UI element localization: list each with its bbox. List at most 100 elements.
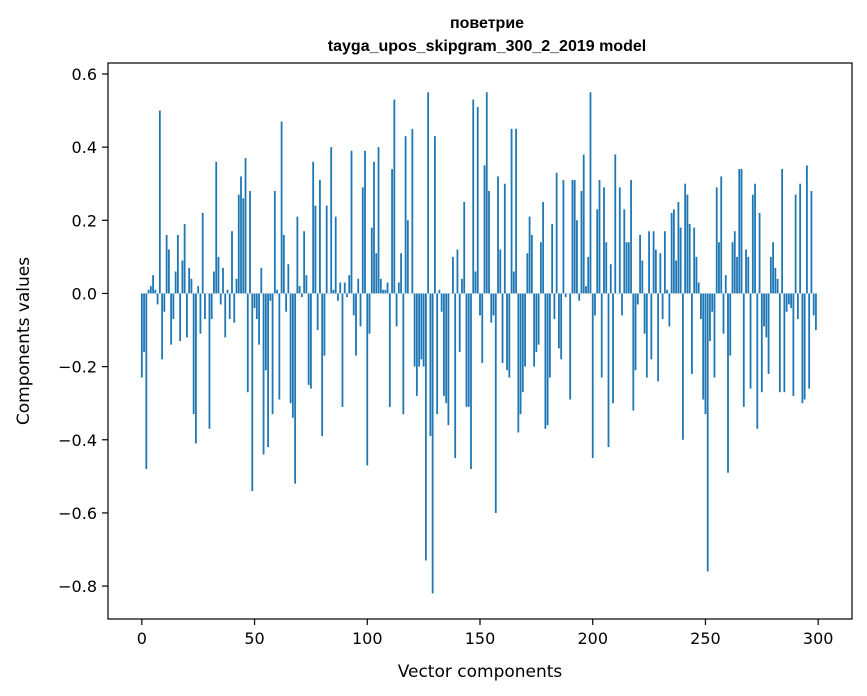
y-tick-label: −0.4	[58, 431, 97, 450]
bar	[208, 293, 211, 429]
bar	[806, 165, 808, 294]
bar	[485, 92, 488, 294]
bar	[402, 293, 405, 415]
bar	[803, 293, 806, 400]
bar	[454, 293, 457, 459]
bar	[174, 271, 177, 294]
bar	[776, 278, 779, 294]
bar	[262, 293, 265, 455]
bar	[143, 293, 145, 352]
bar	[400, 253, 402, 294]
bar	[140, 293, 143, 378]
bar	[314, 205, 317, 294]
bar	[147, 289, 150, 294]
bar	[280, 121, 283, 294]
bar	[492, 293, 495, 316]
bar	[287, 264, 290, 294]
bar	[569, 293, 572, 400]
bar	[424, 293, 427, 561]
bar	[199, 293, 202, 334]
bar	[510, 128, 513, 294]
bar	[686, 194, 689, 294]
bar	[427, 92, 430, 294]
plot-frame	[107, 62, 853, 620]
bar	[253, 293, 256, 309]
bar	[682, 293, 684, 440]
bar	[440, 293, 443, 312]
bar	[490, 293, 493, 323]
bar	[260, 267, 263, 294]
bar	[255, 293, 258, 320]
bar	[740, 169, 743, 294]
x-tick-label: 250	[690, 629, 721, 648]
bar	[330, 147, 333, 294]
bar	[551, 223, 554, 294]
bar	[413, 293, 416, 367]
bar	[474, 271, 477, 294]
bar	[787, 293, 790, 305]
bar	[639, 234, 641, 294]
bar	[152, 275, 154, 294]
bar	[713, 293, 716, 378]
bar	[772, 242, 774, 294]
bar	[758, 212, 761, 294]
bar	[542, 202, 545, 294]
bar	[767, 293, 770, 374]
y-tick-label: −0.2	[58, 358, 97, 377]
bar	[781, 169, 784, 294]
bar	[310, 293, 312, 389]
bar	[161, 293, 164, 360]
bar	[672, 209, 675, 294]
bar	[634, 293, 637, 371]
bar	[724, 275, 727, 294]
bar	[337, 293, 339, 301]
bar	[224, 293, 227, 338]
bar	[548, 293, 551, 378]
bar	[366, 293, 369, 466]
bar	[298, 286, 301, 294]
bar	[494, 293, 497, 513]
bar	[217, 256, 220, 294]
bar	[670, 212, 673, 294]
bar	[285, 293, 288, 312]
y-tick-label: 0.4	[72, 138, 97, 157]
bar	[535, 293, 538, 352]
bar	[812, 293, 815, 316]
bar	[434, 136, 436, 294]
bar	[799, 183, 802, 294]
bar	[282, 234, 285, 294]
bar	[668, 293, 671, 327]
bar	[276, 289, 278, 294]
bar	[319, 180, 321, 294]
bar	[325, 205, 328, 294]
bar	[661, 293, 664, 320]
bar	[591, 293, 594, 459]
bar	[659, 253, 662, 294]
bar	[242, 198, 245, 294]
bar	[192, 293, 195, 415]
bar	[555, 172, 558, 294]
bar	[197, 286, 200, 294]
chart-title-line2: tayga_upos_skipgram_300_2_2019 model	[328, 38, 646, 55]
bar	[303, 231, 306, 294]
bar	[751, 194, 754, 294]
bar	[201, 212, 204, 294]
bar	[231, 231, 233, 294]
bar	[677, 202, 680, 294]
bar	[521, 293, 524, 393]
y-tick-label: −0.8	[58, 577, 97, 596]
bar	[600, 293, 603, 378]
bar	[738, 169, 741, 294]
bar	[479, 293, 481, 316]
bar	[176, 234, 179, 294]
bar	[794, 194, 797, 294]
bar	[264, 293, 267, 371]
bar	[675, 260, 678, 294]
bar	[796, 293, 799, 320]
bar	[431, 293, 434, 594]
bar	[558, 293, 560, 349]
bar	[645, 293, 648, 378]
bar	[393, 99, 396, 294]
bar	[648, 231, 650, 294]
bar	[553, 293, 556, 320]
